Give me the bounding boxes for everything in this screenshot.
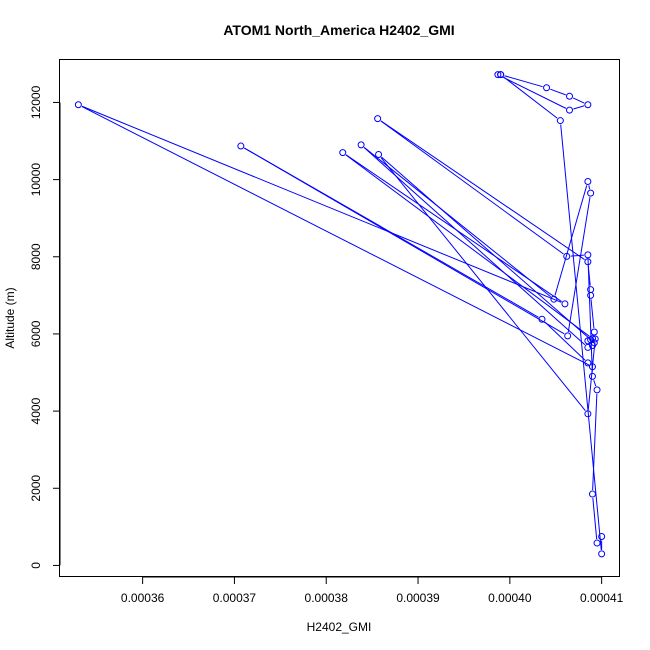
x-tick-label: 0.00037 (213, 591, 257, 605)
data-point (584, 343, 592, 351)
data-point (588, 342, 596, 350)
series-segment (587, 265, 591, 286)
series-segment (345, 154, 562, 303)
series-segment (504, 75, 543, 88)
data-point (584, 337, 592, 345)
data-point (593, 539, 601, 547)
data-point (584, 359, 592, 367)
chart-title: ATOM1 North_America H2402_GMI (223, 22, 454, 38)
x-tick-label: 0.00039 (396, 591, 440, 605)
y-tick-label: 10000 (29, 163, 43, 197)
y-axis-label: Altitude (m) (3, 287, 17, 348)
data-point (598, 532, 606, 540)
series-segment (588, 185, 591, 190)
x-tick-label: 0.00038 (305, 591, 349, 605)
data-point (584, 101, 592, 109)
series-segment (501, 75, 567, 109)
series-segment (560, 124, 602, 550)
data-point (584, 178, 592, 186)
data-point (591, 335, 599, 343)
data-point (561, 300, 569, 308)
data-point (593, 386, 601, 394)
series-segment (503, 76, 558, 119)
data-point (566, 92, 574, 100)
series-segment (380, 120, 564, 255)
data-point (598, 550, 606, 558)
data-point (538, 315, 546, 323)
series-segment (363, 146, 552, 298)
y-tick-label: 2000 (29, 475, 43, 502)
data-point (375, 151, 383, 159)
data-point (497, 71, 505, 79)
series-segment (380, 120, 585, 260)
series-segment (554, 185, 588, 296)
series-segment (381, 156, 592, 341)
x-tick-label: 0.00041 (580, 591, 624, 605)
data-point (564, 332, 572, 340)
series-segment (587, 258, 593, 373)
x-tick-label: 0.00040 (488, 591, 532, 605)
data-point (556, 117, 564, 125)
data-point (587, 291, 595, 299)
data-point (550, 295, 558, 303)
data-point (588, 490, 596, 498)
data-point (566, 106, 574, 114)
y-tick-label: 6000 (29, 320, 43, 347)
x-tick-label: 0.00036 (121, 591, 165, 605)
series-segment (593, 379, 597, 387)
series-segment (81, 106, 590, 366)
data-point (563, 252, 571, 260)
data-point (357, 141, 365, 149)
series-segment (592, 497, 598, 540)
series-segment (81, 105, 562, 303)
series-points (74, 71, 606, 558)
y-tick-label: 8000 (29, 243, 43, 270)
data-point (590, 328, 598, 336)
series-segment (363, 147, 586, 346)
data-point (339, 149, 347, 157)
data-point (584, 410, 592, 418)
data-point (588, 363, 596, 371)
series-segment (345, 154, 590, 337)
series-segment (570, 254, 584, 257)
data-point (584, 258, 592, 266)
data-point (494, 71, 502, 79)
series-segment (590, 299, 595, 329)
data-point (374, 115, 382, 123)
series-segment (550, 88, 566, 96)
series-segment (592, 393, 598, 491)
data-point (584, 251, 592, 259)
series-segment (573, 105, 585, 110)
y-tick-label: 12000 (29, 85, 43, 119)
data-point (237, 142, 245, 150)
x-axis-label: H2402_GMI (307, 620, 372, 634)
data-point (587, 189, 595, 197)
data-point (74, 101, 82, 109)
data-point (543, 84, 551, 92)
series-segment (587, 342, 596, 410)
series-segment (380, 157, 586, 411)
y-axis: 0 2000 4000 6000 8000 10000 12000 (29, 85, 61, 569)
data-point (588, 372, 596, 380)
y-tick-label: 4000 (29, 397, 43, 424)
series-segment (572, 97, 585, 104)
x-axis: 0.00036 0.00037 0.00038 0.00039 0.00040 0.000… (121, 576, 624, 605)
series-lines (81, 75, 603, 550)
y-tick-label: 0 (29, 562, 43, 569)
series-segment (544, 321, 586, 361)
series-segment (567, 196, 591, 332)
